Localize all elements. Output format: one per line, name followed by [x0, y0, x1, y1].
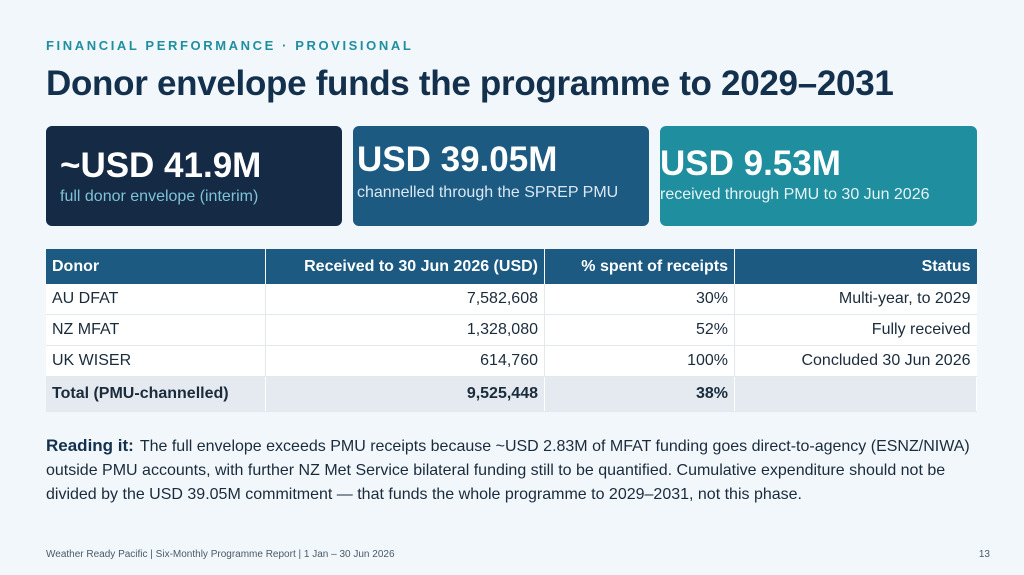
- table-row: AU DFAT 7,582,608 30% Multi-year, to 202…: [46, 284, 977, 315]
- column-header-received: Received to 30 Jun 2026 (USD): [265, 249, 545, 284]
- cell-donor: UK WISER: [46, 345, 266, 377]
- cell-status: Fully received: [734, 314, 977, 346]
- stat-card-received: USD 9.53M received through PMU to 30 Jun…: [660, 126, 977, 226]
- stat-value: USD 39.05M: [357, 140, 558, 179]
- eyebrow: FINANCIAL PERFORMANCE · PROVISIONAL: [46, 38, 414, 53]
- column-header-status: Status: [734, 249, 977, 284]
- reading-note-text: The full envelope exceeds PMU receipts b…: [46, 438, 970, 503]
- cell-total-status: [734, 376, 977, 412]
- stat-label: channelled through the SPREP PMU: [357, 184, 619, 201]
- stat-value: ~USD 41.9M: [60, 146, 262, 185]
- stat-card-channelled: USD 39.05M channelled through the SPREP …: [353, 126, 649, 226]
- stat-label: full donor envelope (interim): [60, 188, 259, 205]
- table-row: NZ MFAT 1,328,080 52% Fully received: [46, 314, 977, 346]
- footer: Weather Ready Pacific | Six-Monthly Prog…: [46, 549, 395, 560]
- cell-percent-spent: 30%: [544, 284, 735, 315]
- cell-total-percent: 38%: [544, 376, 735, 412]
- cell-donor: AU DFAT: [46, 284, 266, 315]
- column-header-donor: Donor: [46, 249, 266, 284]
- table-row: UK WISER 614,760 100% Concluded 30 Jun 2…: [46, 345, 977, 377]
- donor-table: Donor Received to 30 Jun 2026 (USD) % sp…: [46, 249, 977, 412]
- cell-percent-spent: 52%: [544, 314, 735, 346]
- table-total-row: Total (PMU-channelled) 9,525,448 38%: [46, 376, 977, 412]
- cell-total-label: Total (PMU-channelled): [46, 376, 266, 412]
- page-number: 13: [978, 549, 990, 560]
- cell-total-received: 9,525,448: [265, 376, 545, 412]
- stat-card-envelope: ~USD 41.9M full donor envelope (interim): [46, 126, 342, 226]
- stat-label: received through PMU to 30 Jun 2026: [660, 186, 930, 203]
- reading-note-lead: Reading it:: [46, 436, 134, 455]
- cell-received: 1,328,080: [265, 314, 545, 346]
- table-header-row: Donor Received to 30 Jun 2026 (USD) % sp…: [46, 249, 977, 284]
- cell-status: Multi-year, to 2029: [734, 284, 977, 315]
- cell-received: 7,582,608: [265, 284, 545, 315]
- cell-received: 614,760: [265, 345, 545, 377]
- cell-status: Concluded 30 Jun 2026: [734, 345, 977, 377]
- column-header-percent-spent: % spent of receipts: [544, 249, 735, 284]
- reading-note: Reading it: The full envelope exceeds PMU…: [46, 434, 981, 507]
- stat-value: USD 9.53M: [660, 144, 841, 183]
- cell-percent-spent: 100%: [544, 345, 735, 377]
- cell-donor: NZ MFAT: [46, 314, 266, 346]
- page-title: Donor envelope funds the programme to 20…: [46, 64, 894, 103]
